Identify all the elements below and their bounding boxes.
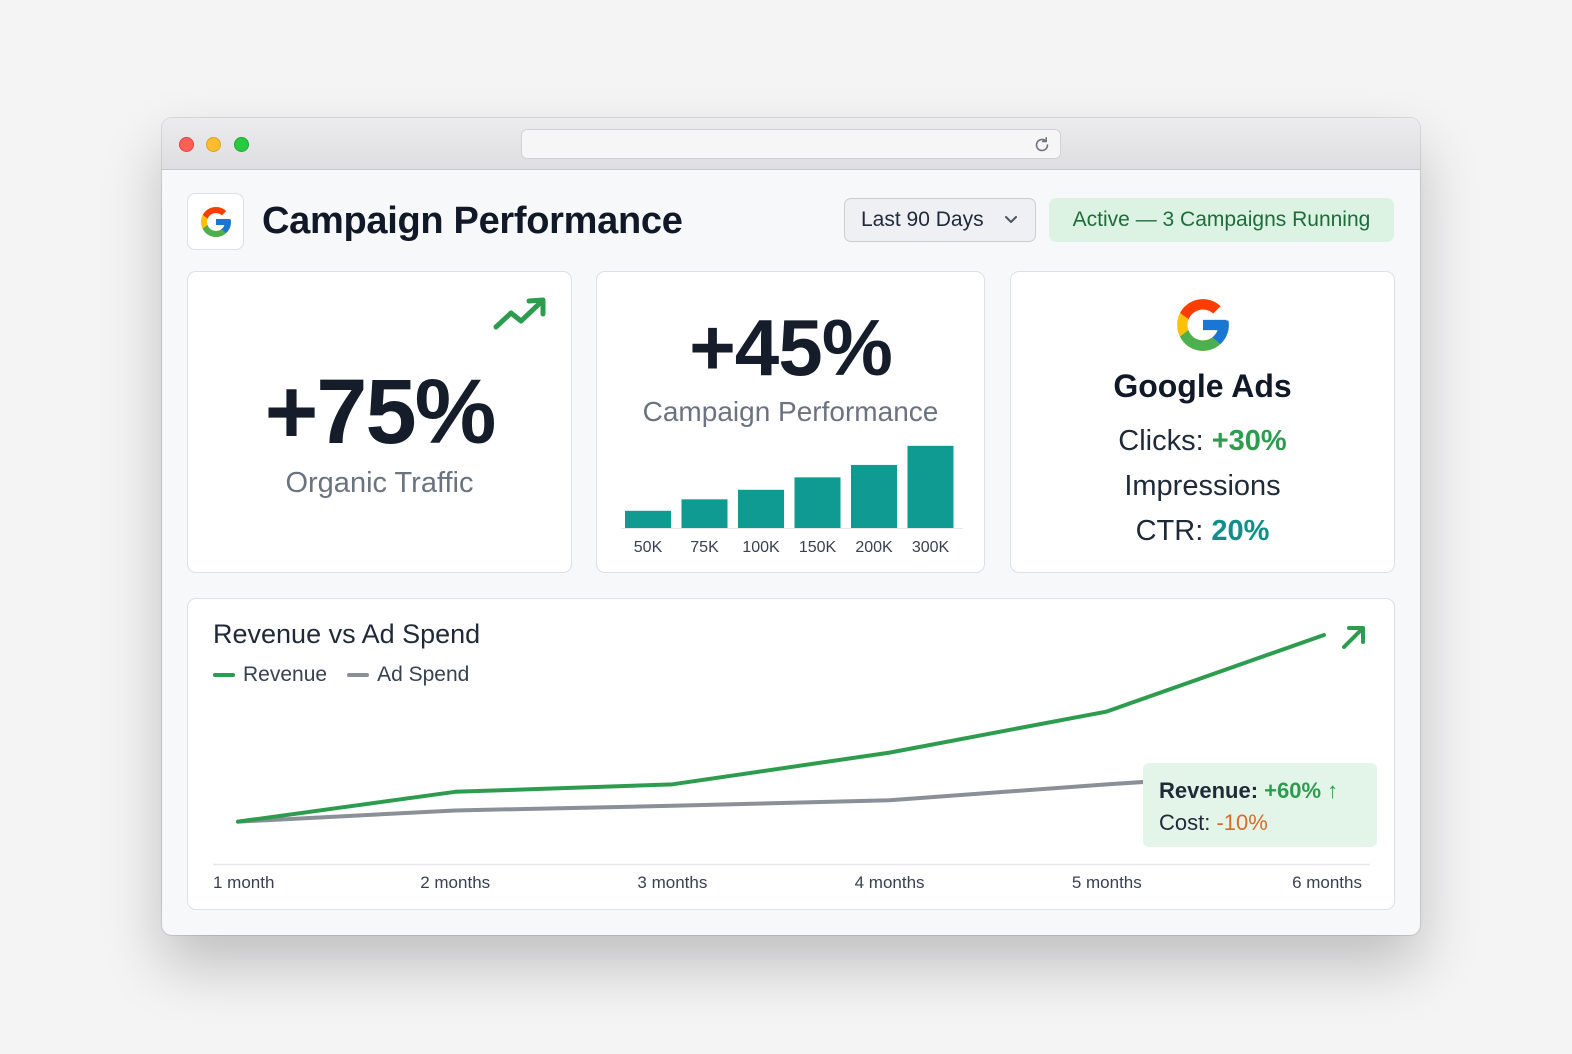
legend-item-ad-spend: Ad Spend (347, 663, 469, 687)
chevron-down-icon (1005, 216, 1017, 223)
x-tick-label: 4 months (855, 873, 925, 892)
status-badge: Active — 3 Campaigns Running (1049, 198, 1394, 242)
chart-legend: Revenue Ad Spend (213, 663, 489, 687)
bar-tick-label: 75K (690, 539, 719, 556)
legend-label-ad-spend: Ad Spend (377, 663, 470, 686)
callout-cost-label: Cost: (1159, 810, 1217, 835)
ctr-row: CTR: 20% (1011, 515, 1394, 548)
legend-swatch-ad-spend (347, 673, 370, 677)
clicks-value: +30% (1211, 425, 1287, 457)
chart-title: Revenue vs Ad Spend (213, 619, 481, 649)
campaign-performance-label: Campaign Performance (642, 396, 939, 427)
bar-150K (794, 477, 841, 528)
bar-75K (681, 499, 728, 528)
x-tick-label: 6 months (1292, 873, 1362, 892)
ctr-value: 20% (1211, 515, 1270, 547)
bar-tick-label: 150K (799, 539, 837, 556)
bar-200K (851, 464, 897, 528)
organic-traffic-card: +75% Organic Traffic (187, 271, 572, 573)
series-line-ad-spend (236, 768, 1326, 824)
revenue-line-chart: 1 month 2 months 3 months 4 months 5 months 6… (213, 633, 1370, 892)
bar-tick-label: 300K (912, 539, 950, 556)
organic-traffic-label: Organic Traffic (285, 467, 474, 499)
date-range-dropdown[interactable]: Last 90 Days (844, 198, 1036, 242)
google-ads-card: Google Ads Clicks: +30% Impressions CTR:… (1010, 271, 1395, 573)
organic-traffic-value: +75% (264, 361, 497, 463)
arrow-up-right-icon (1342, 626, 1365, 649)
x-tick-label: 5 months (1072, 873, 1142, 892)
google-logo (187, 193, 244, 250)
bar-tick-label: 100K (742, 539, 780, 556)
callout-revenue-label: Revenue: (1159, 778, 1265, 803)
x-tick-label: 3 months (637, 873, 707, 892)
callout-revenue-value: +60% ↑ (1264, 778, 1339, 803)
x-tick-label: 1 month (213, 873, 274, 892)
ctr-label: CTR: (1135, 515, 1212, 547)
callout-revenue-row: Revenue: +60% ↑ (1159, 775, 1361, 807)
clicks-label: Clicks: (1118, 425, 1212, 457)
impressions-label: Impressions (1124, 470, 1281, 502)
campaign-performance-value: +45% (689, 303, 893, 392)
callout-cost-value: -10% (1216, 810, 1268, 835)
legend-item-revenue: Revenue (213, 663, 327, 687)
bar-tick-label: 50K (634, 539, 663, 556)
minimize-window-button[interactable] (206, 137, 221, 152)
bar-100K (738, 489, 784, 528)
campaign-performance-card: +45% Campaign Performance 50K 75K 100K 150K… (596, 271, 985, 573)
series-line-revenue (236, 633, 1326, 824)
bar-tick-label: 200K (855, 539, 893, 556)
callout-cost-row: Cost: -10% (1159, 807, 1361, 839)
browser-window: Campaign Performance Last 90 Days Active… (162, 118, 1420, 935)
bar-300K (907, 445, 954, 528)
legend-label-revenue: Revenue (243, 663, 328, 686)
reload-icon[interactable] (1032, 135, 1052, 155)
trending-up-icon (493, 297, 546, 330)
dashboard: Campaign Performance Last 90 Days Active… (162, 170, 1420, 935)
campaign-bar-chart: 50K 75K 100K 150K 200K 300K (621, 445, 963, 556)
revenue-callout: Revenue: +60% ↑ Cost: -10% (1143, 763, 1377, 847)
maximize-window-button[interactable] (234, 137, 249, 152)
google-ads-title: Google Ads (1113, 368, 1292, 404)
title-bar (162, 118, 1420, 170)
page-title: Campaign Performance (262, 200, 683, 242)
google-g-icon (200, 206, 231, 237)
address-bar[interactable] (521, 129, 1061, 159)
revenue-vs-spend-card: 1 month 2 months 3 months 4 months 5 months 6… (187, 598, 1395, 910)
bar-50K (625, 510, 671, 528)
legend-swatch-revenue (213, 673, 235, 677)
clicks-row: Clicks: +30% (1011, 425, 1394, 458)
google-g-icon (1177, 299, 1229, 351)
date-range-label: Last 90 Days (861, 208, 984, 231)
close-window-button[interactable] (179, 137, 194, 152)
x-tick-label: 2 months (420, 873, 490, 892)
